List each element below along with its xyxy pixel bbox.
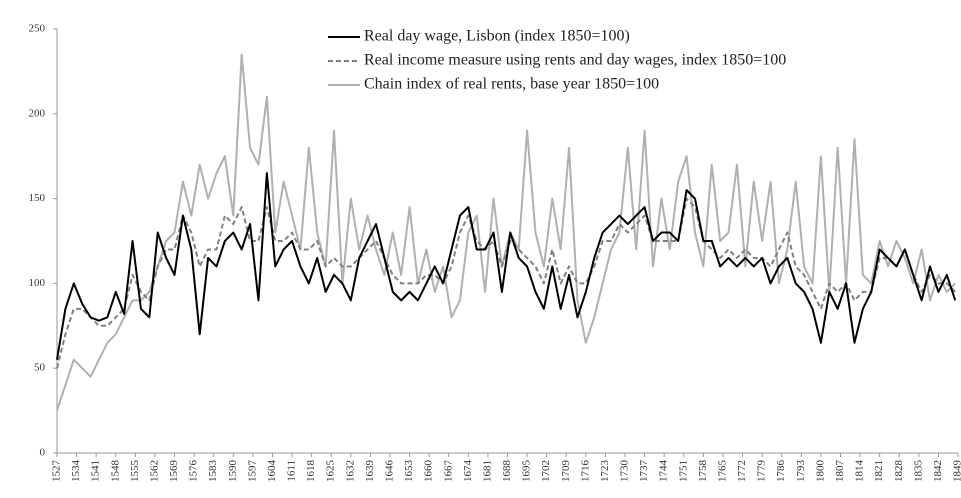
x-tick-label: 1793	[795, 460, 807, 483]
x-tick-label: 1849	[952, 460, 961, 483]
x-tick-label: 1541	[90, 460, 102, 482]
series-line	[56, 172, 957, 360]
x-tick-label: 1695	[521, 460, 533, 483]
y-tick-label: 200	[29, 107, 46, 119]
x-tick-label: 1744	[658, 460, 670, 483]
x-tick-label: 1779	[756, 460, 768, 483]
y-tick-label: 100	[29, 277, 46, 289]
x-tick-label: 1709	[560, 460, 572, 483]
x-tick-label: 1765	[716, 460, 728, 483]
y-tick-label: 150	[29, 192, 46, 204]
x-tick-label: 1828	[893, 460, 905, 483]
x-tick-label: 1555	[129, 460, 141, 483]
x-tick-label: 1835	[912, 460, 924, 483]
legend-label: Real day wage, Lisbon (index 1850=100)	[364, 28, 630, 45]
x-tick-label: 1625	[325, 460, 337, 483]
y-tick-label: 0	[40, 447, 46, 459]
x-tick-label: 1583	[207, 460, 219, 483]
x-tick-label: 1639	[364, 460, 376, 483]
x-tick-label: 1569	[168, 460, 180, 483]
y-tick-label: 250	[29, 23, 46, 35]
x-tick-label: 1772	[736, 460, 748, 482]
series-line	[56, 53, 956, 411]
x-tick-label: 1660	[423, 460, 435, 483]
x-tick-label: 1702	[540, 460, 552, 482]
x-tick-label: 1618	[305, 460, 317, 483]
x-tick-label: 1534	[70, 460, 82, 483]
x-tick-label: 1674	[462, 460, 474, 483]
x-tick-label: 1758	[697, 460, 709, 483]
x-tick-label: 1611	[286, 460, 298, 482]
x-tick-label: 1842	[932, 460, 944, 482]
x-tick-label: 1604	[266, 460, 278, 483]
legend-label: Real income measure using rents and day …	[364, 52, 786, 69]
x-tick-label: 1590	[227, 460, 239, 483]
x-tick-label: 1597	[246, 460, 258, 483]
x-tick-label: 1786	[775, 460, 787, 483]
x-tick-label: 1821	[873, 460, 885, 482]
x-tick-label: 1751	[677, 460, 689, 482]
x-tick-label: 1723	[599, 460, 611, 483]
x-tick-label: 1646	[384, 460, 396, 483]
x-tick-label: 1562	[148, 460, 160, 482]
y-tick-label: 50	[34, 362, 46, 374]
x-tick-label: 1653	[403, 460, 415, 483]
x-tick-label: 1800	[814, 460, 826, 483]
x-tick-label: 1576	[188, 460, 200, 483]
x-tick-label: 1527	[51, 460, 63, 483]
x-tick-label: 1737	[638, 460, 650, 483]
x-tick-label: 1730	[619, 460, 631, 483]
legend-label: Chain index of real rents, base year 185…	[364, 76, 659, 93]
x-tick-label: 1667	[442, 460, 454, 483]
x-tick-label: 1814	[854, 460, 866, 483]
x-tick-label: 1681	[481, 460, 493, 482]
x-tick-label: 1632	[344, 460, 356, 482]
x-tick-label: 1688	[501, 460, 513, 483]
x-tick-label: 1807	[834, 460, 846, 483]
x-tick-label: 1716	[579, 460, 591, 483]
x-tick-label: 1548	[109, 460, 121, 483]
